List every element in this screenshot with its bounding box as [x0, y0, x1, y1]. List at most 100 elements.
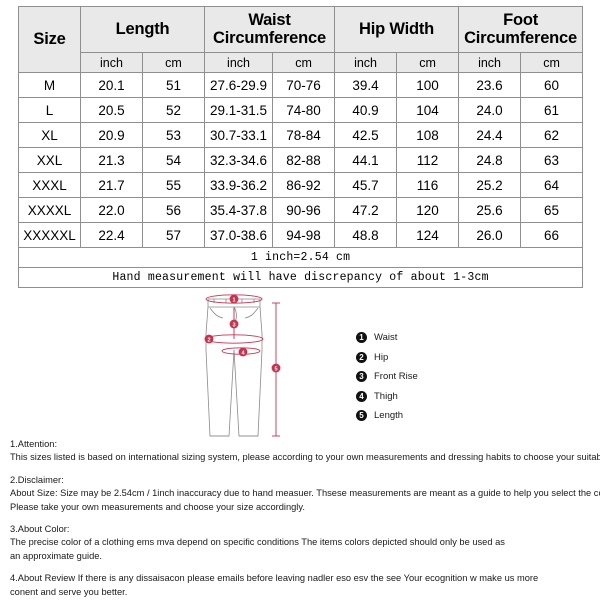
cell-waist-cm: 82-88	[272, 147, 336, 173]
cell-hip-cm: 120	[396, 197, 460, 223]
cell-foot-inch: 24.0	[458, 97, 522, 123]
cell-size: XXXXL	[18, 197, 81, 223]
cell-waist-inch: 30.7-33.1	[204, 122, 274, 148]
cell-waist-cm: 74-80	[272, 97, 336, 123]
column-header-size: Size	[18, 6, 81, 73]
legend-item-hip: 2 Hip	[356, 348, 506, 368]
size-table-container: Size Length Waist Circumference Hip Widt…	[17, 6, 584, 288]
cell-size: XXXXXL	[18, 222, 81, 248]
pants-measurement-diagram: 1 2 3 4 5	[196, 288, 292, 446]
size-table: Size Length Waist Circumference Hip Widt…	[17, 6, 584, 288]
note-attention: 1.Attention: This sizes listed is based …	[10, 438, 600, 465]
unit-length-inch: inch	[80, 52, 143, 73]
svg-text:4: 4	[241, 351, 245, 357]
cell-length-inch: 20.9	[80, 122, 143, 148]
cell-hip-inch: 45.7	[334, 172, 398, 198]
table-header-groups: Size Length Waist Circumference Hip Widt…	[18, 6, 584, 73]
conversion-note: 1 inch=2.54 cm	[17, 247, 584, 268]
unit-foot-cm: cm	[520, 52, 584, 73]
cell-length-cm: 55	[141, 172, 206, 198]
note-disclaimer-heading: 2.Disclaimer:	[10, 474, 64, 485]
cell-hip-inch: 44.1	[334, 147, 398, 173]
diagram-marker-5: 5	[271, 363, 281, 373]
diagram-marker-1: 1	[229, 294, 239, 304]
legend-item-length: 5 Length	[356, 406, 506, 426]
note-about-color-heading: 3.About Color:	[10, 524, 70, 535]
cell-hip-cm: 112	[396, 147, 460, 173]
cell-hip-cm: 104	[396, 97, 460, 123]
cell-waist-inch: 37.0-38.6	[204, 222, 274, 248]
note-disclaimer-line-2: Please take your own measurements and ch…	[10, 501, 305, 512]
discrepancy-note: Hand measurement will have discrepancy o…	[17, 267, 584, 288]
pants-outline-icon	[205, 298, 263, 437]
column-header-length: Length	[79, 6, 206, 53]
cell-waist-inch: 27.6-29.9	[204, 72, 274, 98]
note-about-review: 4.About Review If there is any dissaisac…	[10, 572, 594, 599]
note-attention-heading: 1.Attention:	[10, 439, 58, 449]
measurement-guides-icon	[204, 294, 280, 437]
svg-text:2: 2	[207, 338, 210, 344]
cell-foot-cm: 64	[520, 172, 584, 198]
cell-foot-cm: 65	[520, 197, 584, 223]
cell-hip-inch: 42.5	[334, 122, 398, 148]
cell-length-inch: 21.3	[80, 147, 143, 173]
diagram-marker-4: 4	[238, 347, 248, 357]
table-header-units: inch cm inch cm inch cm inch cm	[19, 52, 584, 73]
table-row: L 20.5 52 29.1-31.5 74-80 40.9 104 24.0 …	[18, 97, 584, 123]
diagram-marker-3: 3	[229, 319, 239, 329]
cell-waist-inch: 29.1-31.5	[204, 97, 274, 123]
legend-badge-2-icon: 2	[356, 351, 367, 363]
note-about-color-line-2: an approximate guide.	[10, 550, 102, 561]
legend-label-thigh: Thigh	[374, 390, 398, 402]
cell-length-inch: 20.1	[80, 72, 143, 98]
legend-item-thigh: 4 Thigh	[356, 387, 506, 407]
cell-foot-inch: 24.4	[458, 122, 522, 148]
note-about-color-line-1: The precise color of a clothing ems mva …	[10, 537, 505, 548]
table-row: XXL 21.3 54 32.3-34.6 82-88 44.1 112 24.…	[18, 147, 584, 173]
unit-length-cm: cm	[141, 52, 206, 73]
table-row: XXXL 21.7 55 33.9-36.2 86-92 45.7 116 25…	[18, 172, 584, 198]
legend-badge-5-icon: 5	[356, 410, 367, 422]
legend-item-front-rise: 3 Front Rise	[356, 367, 506, 387]
cell-hip-inch: 47.2	[334, 197, 398, 223]
legend-label-length: Length	[374, 410, 404, 422]
measurement-legend: 1 Waist 2 Hip 3 Front Rise 4 Thigh 5 Len…	[356, 328, 506, 426]
cell-length-cm: 57	[141, 222, 206, 248]
note-disclaimer: 2.Disclaimer: About Size: Size may be 2.…	[10, 474, 600, 514]
cell-waist-cm: 86-92	[272, 172, 336, 198]
diagram-marker-2: 2	[204, 334, 214, 344]
cell-foot-cm: 62	[520, 122, 584, 148]
cell-length-cm: 56	[141, 197, 206, 223]
cell-length-cm: 52	[141, 97, 206, 123]
cell-length-cm: 53	[141, 122, 206, 148]
cell-waist-cm: 70-76	[272, 72, 336, 98]
cell-length-inch: 21.7	[80, 172, 143, 198]
cell-foot-inch: 26.0	[458, 222, 522, 248]
cell-foot-cm: 66	[520, 222, 584, 248]
cell-size: XXXL	[18, 172, 81, 198]
cell-waist-inch: 33.9-36.2	[204, 172, 274, 198]
column-header-hip-width: Hip Width	[334, 6, 460, 53]
column-header-waist-circumference: Waist Circumference	[204, 6, 336, 53]
cell-hip-cm: 124	[396, 222, 460, 248]
note-about-review-line-2: conent and serve you better.	[10, 586, 128, 597]
table-row: XXXXXL 22.4 57 37.0-38.6 94-98 48.8 124 …	[18, 222, 584, 248]
column-header-foot-circumference: Foot Circumference	[458, 6, 584, 53]
cell-foot-inch: 25.2	[458, 172, 522, 198]
svg-text:5: 5	[274, 367, 277, 373]
svg-text:1: 1	[232, 298, 235, 304]
legend-label-hip: Hip	[374, 351, 389, 363]
cell-foot-cm: 60	[520, 72, 584, 98]
note-about-color: 3.About Color: The precise color of a cl…	[10, 523, 594, 563]
cell-hip-inch: 40.9	[334, 97, 398, 123]
cell-foot-cm: 63	[520, 147, 584, 173]
cell-foot-inch: 25.6	[458, 197, 522, 223]
notes-section: 1.Attention: This sizes listed is based …	[10, 438, 600, 600]
unit-hip-inch: inch	[334, 52, 398, 73]
cell-hip-inch: 48.8	[334, 222, 398, 248]
table-footer-conversion: 1 inch=2.54 cm	[17, 247, 584, 268]
legend-badge-4-icon: 4	[356, 390, 367, 402]
cell-length-inch: 20.5	[80, 97, 143, 123]
cell-foot-inch: 23.6	[458, 72, 522, 98]
